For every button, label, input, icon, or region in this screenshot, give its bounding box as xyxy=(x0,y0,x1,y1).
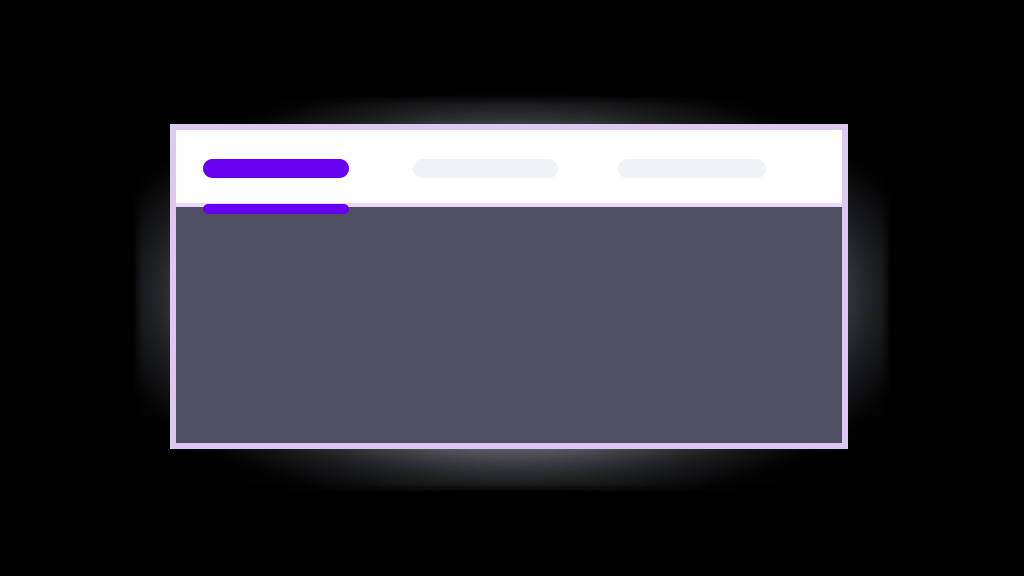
tab-item-placeholder-2[interactable] xyxy=(618,159,766,178)
tab-item-active[interactable] xyxy=(203,159,349,178)
active-tab-indicator xyxy=(203,204,349,214)
tab-bar xyxy=(176,130,842,203)
header-divider xyxy=(176,203,842,207)
tab-item-placeholder-1[interactable] xyxy=(413,159,558,178)
content-panel xyxy=(176,207,842,443)
application-window xyxy=(170,124,848,449)
